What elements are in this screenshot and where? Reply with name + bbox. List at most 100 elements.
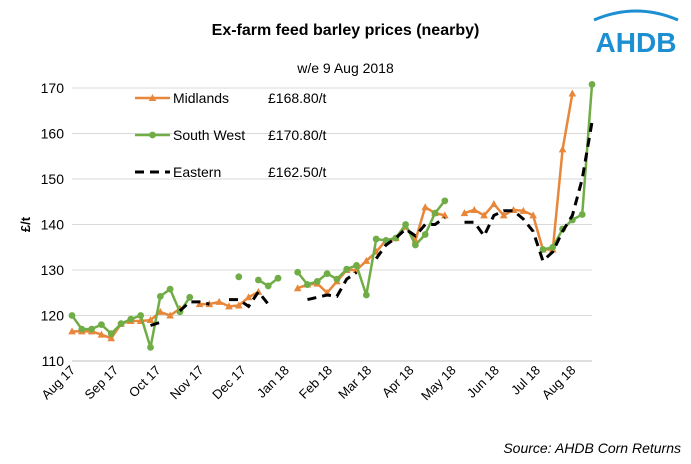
- data-point: [362, 256, 371, 264]
- data-point: [372, 235, 380, 243]
- data-point: [137, 312, 145, 319]
- series-line-eastern: [229, 289, 270, 309]
- x-tick-label: Feb 18: [296, 363, 335, 402]
- data-point: [441, 197, 449, 205]
- ahdb-logo: AHDB: [590, 6, 682, 67]
- data-point: [98, 321, 105, 328]
- data-point: [558, 145, 567, 153]
- data-point: [441, 211, 449, 219]
- data-point: [97, 330, 106, 338]
- data-point: [313, 277, 321, 285]
- series-line-midlands: [297, 205, 446, 295]
- y-tick-label: 160: [41, 126, 65, 142]
- series-line-eastern: [464, 121, 594, 264]
- x-tick-label: Mar 18: [335, 363, 374, 402]
- data-point: [255, 276, 262, 284]
- data-point: [293, 284, 302, 292]
- data-point: [78, 325, 86, 333]
- x-tick-label: Oct 17: [126, 363, 164, 401]
- data-point: [244, 293, 253, 301]
- y-axis-label: £/t: [18, 216, 33, 232]
- series-line-eastern: [178, 300, 210, 313]
- data-point: [166, 285, 174, 293]
- series-line-eastern: [150, 320, 161, 327]
- data-point: [235, 273, 243, 281]
- x-tick-label: Jan 18: [254, 363, 292, 401]
- legend-marker: [148, 94, 157, 101]
- x-tick-label: Dec 17: [209, 363, 249, 403]
- data-point: [333, 275, 341, 283]
- data-point: [470, 205, 479, 213]
- data-point: [274, 274, 282, 282]
- data-point: [107, 334, 116, 342]
- series-line-south-west: [296, 200, 446, 296]
- data-point: [568, 89, 577, 97]
- series-line-midlands: [464, 93, 574, 251]
- data-point: [519, 206, 528, 214]
- chart-title: Ex-farm feed barley prices (nearby): [211, 22, 480, 39]
- data-point: [234, 301, 243, 309]
- data-point: [490, 200, 498, 208]
- data-point: [499, 211, 508, 219]
- data-point: [225, 302, 233, 310]
- data-point: [421, 203, 430, 211]
- data-point: [147, 343, 154, 351]
- data-point: [68, 327, 76, 335]
- data-point: [529, 211, 537, 219]
- data-point: [343, 265, 351, 273]
- data-point: [421, 231, 429, 238]
- data-point: [186, 293, 194, 301]
- x-tick-label: Nov 17: [167, 363, 207, 403]
- logo-text: AHDB: [596, 27, 677, 58]
- data-point: [88, 325, 96, 333]
- x-tick-label: May 18: [418, 363, 459, 404]
- logo-arc-icon: [593, 9, 679, 22]
- x-tick-label: Sep 17: [82, 363, 122, 403]
- data-point: [480, 211, 488, 219]
- legend-value: £162.50/t: [268, 164, 326, 180]
- data-point: [539, 246, 547, 253]
- series-line-eastern: [374, 216, 446, 260]
- x-tick-label: Jul 18: [508, 363, 543, 398]
- data-point: [264, 282, 272, 290]
- y-tick-label: 140: [41, 217, 65, 233]
- data-point: [127, 315, 135, 323]
- y-tick-label: 150: [41, 171, 65, 187]
- x-tick-label: Jun 18: [464, 363, 502, 401]
- chart-subtitle: w/e 9 Aug 2018: [297, 60, 394, 76]
- data-point: [549, 243, 557, 251]
- legend-value: £168.80/t: [268, 90, 326, 106]
- legend-label: South West: [173, 127, 245, 143]
- data-point: [323, 270, 331, 278]
- data-point: [215, 297, 223, 305]
- source-note: Source: AHDB Corn Returns: [503, 440, 681, 456]
- data-point: [68, 312, 76, 319]
- data-point: [156, 292, 164, 300]
- data-point: [362, 291, 370, 299]
- data-point: [117, 320, 125, 328]
- data-point: [411, 241, 419, 249]
- y-tick-label: 110: [42, 353, 65, 369]
- data-point: [107, 330, 115, 338]
- data-point: [294, 268, 302, 276]
- data-point: [402, 221, 409, 228]
- data-point: [166, 311, 174, 319]
- data-point: [195, 300, 204, 308]
- legend-label: Eastern: [173, 164, 221, 180]
- legend-value: £170.80/t: [268, 127, 326, 143]
- y-tick-label: 170: [41, 80, 65, 96]
- data-point: [304, 281, 311, 288]
- data-point: [460, 209, 469, 217]
- data-point: [146, 316, 155, 324]
- data-point: [578, 211, 586, 218]
- legend-marker: [149, 131, 156, 139]
- x-tick-label: Aug 18: [539, 363, 579, 403]
- series-line-eastern: [307, 271, 358, 302]
- data-point: [431, 209, 439, 217]
- y-tick-label: 130: [41, 262, 65, 278]
- x-tick-label: Apr 18: [379, 363, 417, 401]
- data-point: [156, 307, 165, 315]
- data-point: [353, 262, 360, 269]
- data-point: [588, 80, 596, 88]
